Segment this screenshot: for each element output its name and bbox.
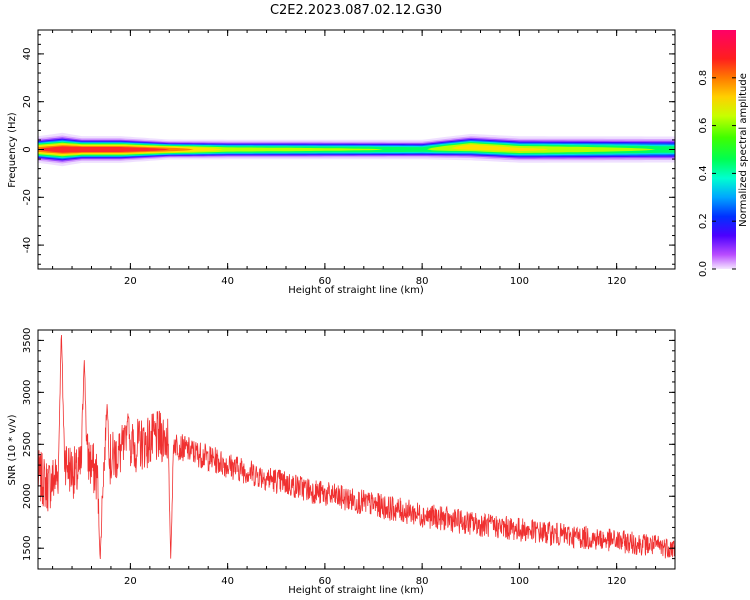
x-tick-label: 20 (124, 576, 137, 587)
x-tick-label: 80 (416, 276, 429, 287)
y-tick-label: 0 (22, 146, 33, 152)
colorbar-tick-label: 0.6 (698, 118, 709, 134)
x-tick-label: 40 (221, 576, 234, 587)
colorbar: 0.0 0.2 0.4 0.6 0.8 Normalized spectral ampl… (698, 30, 749, 277)
spectrogram-y-ticks: -40 -20 0 20 40 (22, 34, 675, 265)
y-tick-label: 2000 (22, 484, 33, 509)
y-tick-label: 3500 (22, 328, 33, 353)
colorbar-tick-label: 0.0 (698, 261, 709, 277)
spectrogram-y-label: Frequency (Hz) (7, 112, 18, 188)
y-tick-label: 2500 (22, 432, 33, 457)
snr-series-line (38, 334, 675, 560)
snr-x-ticks: 20 40 60 80 100 120 (52, 330, 676, 587)
y-tick-label: 3000 (22, 380, 33, 405)
y-tick-label: 1500 (22, 535, 33, 560)
heatmap-contour (38, 142, 675, 157)
spectrogram-x-label: Height of straight line (km) (288, 285, 424, 296)
colorbar-gradient (712, 30, 736, 269)
colorbar-ticks: 0.0 0.2 0.4 0.6 0.8 (698, 70, 736, 277)
y-tick-label: 20 (22, 95, 33, 108)
figure-title: C2E2.2023.087.02.12.G30 (270, 3, 442, 18)
x-tick-label: 60 (319, 576, 332, 587)
x-tick-label: 40 (221, 276, 234, 287)
y-tick-label: -20 (22, 189, 33, 205)
heatmap-layer (38, 132, 675, 167)
snr-frame (37, 329, 676, 570)
y-tick-label: 40 (22, 48, 33, 61)
heatmap-contour (38, 146, 675, 153)
snr-y-label: SNR (10 * v/v) (7, 414, 18, 485)
x-tick-label: 120 (607, 276, 626, 287)
colorbar-tick-label: 0.2 (698, 213, 709, 229)
colorbar-tick-label: 0.8 (698, 70, 709, 86)
x-tick-label: 100 (510, 276, 529, 287)
y-tick-label: -40 (22, 237, 33, 253)
colorbar-label: Normalized spectral amplitude (738, 73, 749, 227)
x-tick-label: 120 (607, 576, 626, 587)
spectrogram-panel: 20 40 60 80 100 120 -40 -20 0 20 40 Height of str… (7, 29, 676, 296)
snr-panel: 20 40 60 80 100 120 1500 2000 2500 3000 3500 Heig… (7, 328, 676, 596)
x-tick-label: 60 (319, 276, 332, 287)
colorbar-tick-label: 0.4 (698, 165, 709, 181)
x-tick-label: 20 (124, 276, 137, 287)
snr-x-label: Height of straight line (km) (288, 585, 424, 596)
x-tick-label: 80 (416, 576, 429, 587)
spectrogram-x-ticks: 20 40 60 80 100 120 (52, 30, 676, 287)
x-tick-label: 100 (510, 576, 529, 587)
snr-y-ticks: 1500 2000 2500 3000 3500 (22, 328, 675, 570)
